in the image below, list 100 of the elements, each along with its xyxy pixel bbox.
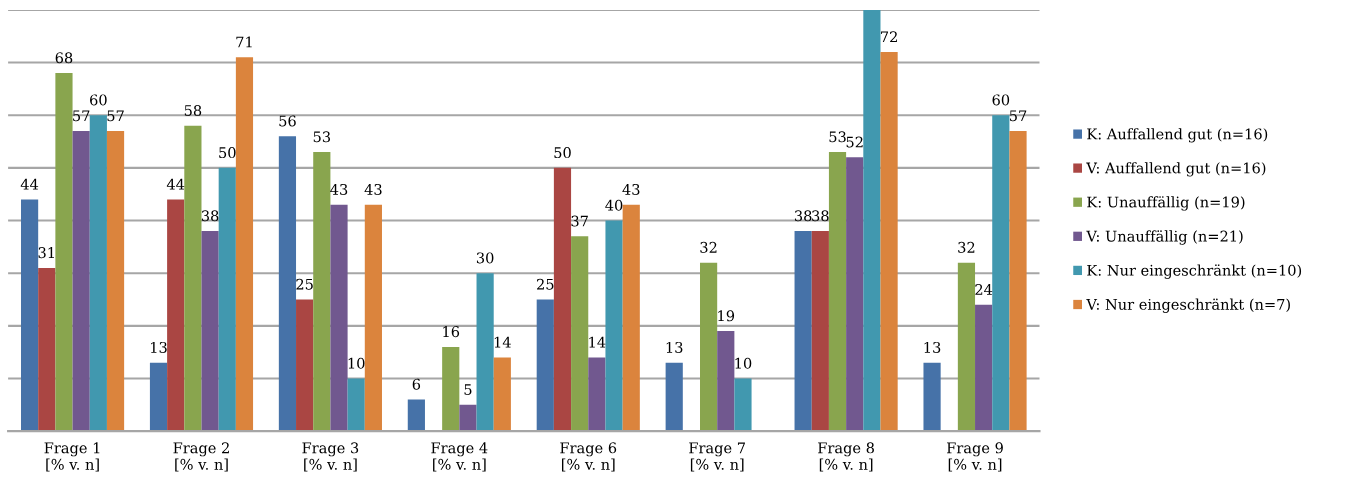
- data-label: 13: [666, 341, 683, 353]
- data-label: 38: [794, 210, 812, 222]
- data-label: 31: [38, 247, 54, 259]
- bar: [811, 231, 829, 432]
- data-label: 25: [296, 278, 313, 290]
- legend-label: V: Nur eingeschränkt (n=7): [1086, 298, 1290, 313]
- bar: [700, 262, 718, 432]
- data-label: 68: [55, 52, 73, 64]
- bar: [957, 262, 976, 432]
- bar: [588, 357, 606, 432]
- data-label: 60: [992, 94, 1010, 106]
- data-label: 13: [151, 341, 167, 353]
- bar: [235, 57, 254, 432]
- data-label: 32: [700, 241, 717, 253]
- data-label: 24: [975, 283, 993, 295]
- data-label: 32: [958, 241, 975, 253]
- bar: [313, 152, 331, 432]
- bar: [201, 231, 219, 432]
- bar: [55, 73, 73, 432]
- bar: [330, 204, 348, 432]
- bar: [622, 204, 640, 432]
- data-label: 13: [924, 341, 941, 353]
- bar: [975, 304, 993, 432]
- bar: [605, 220, 623, 432]
- x-tick-label: Frage 4 [% v. n]: [431, 442, 488, 472]
- data-label: 50: [554, 147, 571, 159]
- x-tick-label: Frage 7 [% v. n]: [689, 442, 745, 472]
- data-label: 30: [476, 252, 494, 264]
- data-label: 43: [622, 183, 640, 195]
- legend-label: K: Nur eingeschränkt (n=10): [1087, 264, 1302, 279]
- x-tick-label: Frage 2 [% v. n]: [173, 442, 229, 472]
- bar: [992, 115, 1010, 432]
- x-tick-label: Frage 9 [% v. n]: [947, 442, 1003, 472]
- data-label: 53: [829, 131, 846, 143]
- bar: [296, 299, 314, 432]
- data-label: 50: [219, 147, 236, 159]
- bar: [278, 136, 297, 432]
- legend-label: K: Unauffällig (n=19): [1087, 196, 1245, 211]
- x-tick-label: Frage 8 [% v. n]: [818, 442, 874, 472]
- data-label: 71: [236, 36, 252, 48]
- data-label: 57: [107, 110, 124, 122]
- bar: [184, 125, 202, 432]
- bar: [106, 131, 125, 432]
- x-tick-label: Frage 6 [% v. n]: [560, 442, 617, 472]
- legend-label: V: Unauffällig (n=21): [1086, 230, 1243, 245]
- bar: [734, 378, 752, 432]
- bar: [364, 204, 382, 432]
- data-label: 52: [846, 136, 863, 148]
- data-label: 10: [735, 357, 752, 369]
- bar: [218, 167, 236, 432]
- data-label: 38: [201, 210, 219, 222]
- bar: [407, 399, 425, 432]
- data-label: 5: [464, 384, 472, 396]
- legend-label: V: Auffallend gut (n=16): [1086, 162, 1266, 177]
- bar: [828, 152, 847, 432]
- bar: [794, 231, 812, 432]
- bar: [553, 167, 572, 432]
- bar: [863, 9, 881, 432]
- data-label: 10: [348, 357, 365, 369]
- data-label: 14: [494, 336, 511, 348]
- bar: [846, 157, 864, 432]
- bar: [665, 362, 683, 432]
- bar: [72, 131, 90, 432]
- bar: [717, 331, 735, 432]
- data-label: 72: [881, 31, 897, 43]
- bar: [89, 115, 107, 432]
- bar: [1009, 131, 1027, 432]
- bar: [459, 404, 477, 432]
- data-label: 25: [537, 278, 554, 290]
- bar: [20, 199, 39, 432]
- data-label: 37: [571, 215, 588, 227]
- bar: [167, 199, 185, 432]
- data-label: 60: [90, 94, 107, 106]
- data-label: 44: [20, 178, 39, 190]
- x-tick-label: Frage 3 [% v. n]: [302, 442, 359, 472]
- data-label: 53: [313, 131, 331, 143]
- bar: [347, 378, 365, 432]
- data-label: 6: [412, 378, 421, 390]
- bar: [149, 362, 168, 432]
- bar: [442, 346, 460, 432]
- data-label: 57: [73, 110, 90, 122]
- bar: [476, 273, 494, 432]
- data-label: 56: [279, 115, 296, 127]
- data-label: 16: [443, 326, 460, 338]
- bar: [536, 299, 554, 432]
- data-label: 38: [812, 210, 829, 222]
- data-label: 58: [184, 104, 202, 116]
- data-label: 19: [718, 310, 735, 322]
- data-label: 44: [166, 178, 185, 190]
- x-tick-label: Frage 1 [% v. n]: [44, 442, 100, 472]
- data-label: 43: [364, 183, 382, 195]
- data-label: 40: [605, 199, 623, 211]
- bar: [571, 236, 589, 432]
- data-label: 14: [589, 336, 606, 348]
- data-label: 57: [1009, 110, 1027, 122]
- data-label: 43: [330, 183, 348, 195]
- bar: [38, 267, 56, 432]
- legend-label: K: Auffallend gut (n=16): [1087, 128, 1268, 143]
- bar: [923, 362, 941, 432]
- bar: [880, 52, 898, 432]
